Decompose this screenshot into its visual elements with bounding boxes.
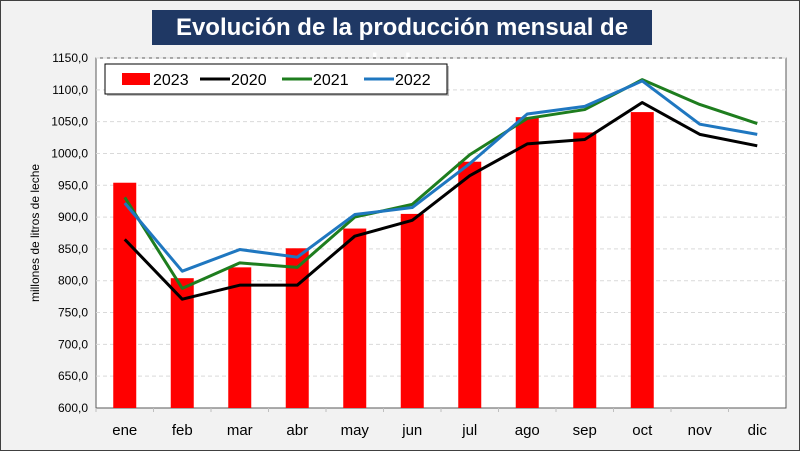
bar-2023-jun xyxy=(400,213,424,408)
y-tick-label: 750,0 xyxy=(58,306,88,320)
x-tick-label: nov xyxy=(688,422,713,439)
x-tick-label: dic xyxy=(748,422,768,439)
line-2021 xyxy=(123,78,758,290)
x-tick-label: abr xyxy=(286,422,308,439)
y-tick-label: 850,0 xyxy=(58,242,88,256)
y-tick-label: 950,0 xyxy=(58,178,88,192)
bar-2023-oct xyxy=(630,112,654,408)
legend-label-2023: 2023 xyxy=(153,72,189,89)
y-tick-label: 800,0 xyxy=(58,274,88,288)
bar-2023-feb xyxy=(170,278,194,408)
x-tick-label: jul xyxy=(461,422,477,439)
x-tick-label: sep xyxy=(573,422,597,439)
x-tick-label: oct xyxy=(632,422,653,439)
bar-2023-sep xyxy=(573,132,597,409)
bar-2023-ene xyxy=(113,182,137,408)
y-tick-label: 700,0 xyxy=(58,337,88,351)
x-tick-label: mar xyxy=(227,422,253,439)
y-tick-label: 650,0 xyxy=(58,369,88,383)
x-tick-label: jun xyxy=(401,422,422,439)
legend-swatch-2023 xyxy=(122,73,150,85)
y-tick-label: 1000,0 xyxy=(51,146,88,160)
y-tick-label: 1100,0 xyxy=(52,83,88,97)
x-tick-label: feb xyxy=(172,422,193,439)
bar-2023-jul xyxy=(458,161,482,408)
legend-label-2021: 2021 xyxy=(313,72,349,89)
bar-2023-mar xyxy=(228,267,252,408)
plot-area xyxy=(95,57,787,409)
y-axis-label: millones de litros de leche xyxy=(28,164,42,302)
x-tick-label: may xyxy=(341,422,370,439)
x-tick-label: ago xyxy=(515,422,540,439)
bar-2023-abr xyxy=(285,248,309,408)
legend-label-2020: 2020 xyxy=(231,72,267,89)
y-tick-label: 600,0 xyxy=(58,401,88,415)
y-tick-label: 1050,0 xyxy=(51,115,88,129)
legend-label-2022: 2022 xyxy=(395,72,431,89)
y-tick-label: 900,0 xyxy=(58,210,88,224)
line-2020 xyxy=(123,101,758,301)
x-tick-label: ene xyxy=(112,422,137,439)
bar-2023-ago xyxy=(515,117,539,408)
bar-2023-may xyxy=(343,228,367,408)
y-tick-label: 1150,0 xyxy=(52,51,88,65)
line-2022 xyxy=(123,79,758,273)
